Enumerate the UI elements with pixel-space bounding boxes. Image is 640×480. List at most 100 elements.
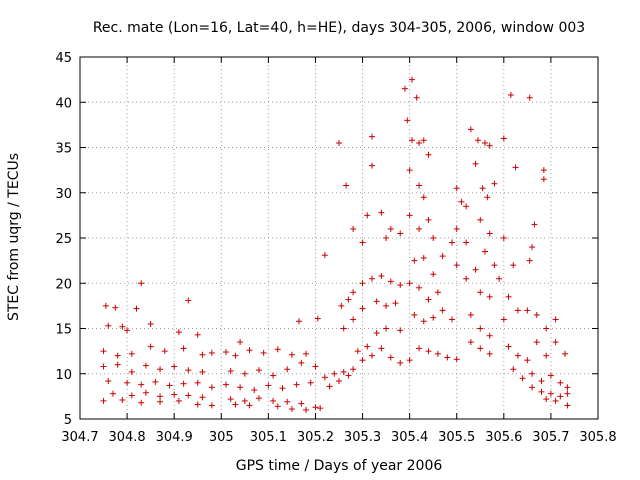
data-point <box>208 402 215 409</box>
data-point <box>557 379 564 386</box>
data-point <box>270 397 277 404</box>
data-point <box>119 396 126 403</box>
data-point <box>562 350 569 357</box>
data-point <box>477 216 484 223</box>
data-point <box>321 374 328 381</box>
data-point <box>314 315 321 322</box>
data-point <box>237 339 244 346</box>
data-point <box>364 212 371 219</box>
data-point <box>345 296 352 303</box>
data-point <box>416 284 423 291</box>
data-point <box>124 327 131 334</box>
data-point <box>529 384 536 391</box>
data-point <box>467 311 474 318</box>
data-point <box>368 352 375 359</box>
data-point <box>491 262 498 269</box>
data-point <box>109 390 116 397</box>
data-point <box>397 230 404 237</box>
data-point <box>486 230 493 237</box>
data-point <box>500 135 507 142</box>
data-point <box>246 347 253 354</box>
data-point <box>425 348 432 355</box>
data-point <box>336 377 342 384</box>
data-point <box>477 345 484 352</box>
x-tick-label: 304.9 <box>156 430 193 445</box>
data-point <box>463 203 470 210</box>
data-point <box>564 390 571 397</box>
data-point <box>112 304 119 311</box>
data-point <box>161 348 168 355</box>
chart-title: Rec. mate (Lon=16, Lat=40, h=HE), days 3… <box>93 20 585 36</box>
data-point <box>413 94 420 101</box>
data-point <box>255 395 262 402</box>
data-point <box>439 253 446 260</box>
data-point <box>383 302 390 309</box>
data-point <box>133 305 140 312</box>
x-tick-label: 305.5 <box>438 430 475 445</box>
data-point <box>175 397 182 404</box>
data-point <box>531 221 538 228</box>
data-point <box>241 370 248 377</box>
data-point <box>406 280 413 287</box>
data-point <box>350 225 357 232</box>
y-tick-label: 20 <box>55 277 72 292</box>
data-point <box>147 343 154 350</box>
data-point <box>449 316 456 323</box>
data-point <box>481 139 488 146</box>
data-point <box>378 273 385 280</box>
data-point <box>529 370 536 377</box>
data-point <box>547 372 554 379</box>
data-point <box>486 332 493 339</box>
data-point <box>138 381 145 388</box>
data-point <box>232 352 239 359</box>
data-point <box>288 351 295 358</box>
data-point <box>406 212 413 219</box>
data-point <box>359 280 366 287</box>
data-point <box>199 351 206 358</box>
data-point <box>387 278 394 285</box>
data-point <box>434 289 441 296</box>
data-point <box>404 117 411 124</box>
data-point <box>467 339 474 346</box>
data-point <box>481 248 488 255</box>
data-point <box>194 331 201 338</box>
data-point <box>430 235 437 241</box>
data-point <box>288 406 295 413</box>
data-point <box>303 406 310 413</box>
data-point <box>180 345 187 352</box>
data-point <box>171 391 178 398</box>
data-point <box>524 307 531 314</box>
data-point <box>274 403 281 410</box>
data-point <box>119 323 126 330</box>
data-point <box>298 400 305 407</box>
x-tick-label: 305.4 <box>391 430 428 445</box>
data-point <box>194 401 201 408</box>
x-tick-labels: 304.7 304.8 304.9 305 305.1 305.2 305.3 305.4 30… <box>61 430 616 445</box>
y-tick-label: 5 <box>64 413 72 428</box>
data-point <box>350 316 357 323</box>
data-point <box>510 366 517 373</box>
data-point <box>295 318 302 325</box>
data-point <box>368 162 375 169</box>
data-point <box>359 357 366 364</box>
data-point <box>222 381 229 388</box>
data-point <box>540 176 547 183</box>
data-point <box>227 368 234 375</box>
data-point <box>208 384 215 391</box>
data-point <box>185 367 192 374</box>
data-point <box>411 311 418 318</box>
data-point <box>500 316 507 323</box>
data-point <box>185 392 192 399</box>
data-point <box>463 275 470 282</box>
data-point <box>317 405 324 412</box>
data-point <box>547 390 554 397</box>
data-point <box>100 397 107 404</box>
data-point <box>354 348 361 355</box>
data-point <box>425 151 432 158</box>
data-point <box>552 397 559 404</box>
data-point <box>557 393 564 400</box>
data-point <box>458 198 465 205</box>
data-point <box>514 352 521 359</box>
data-point <box>303 350 310 357</box>
data-point <box>373 298 380 305</box>
